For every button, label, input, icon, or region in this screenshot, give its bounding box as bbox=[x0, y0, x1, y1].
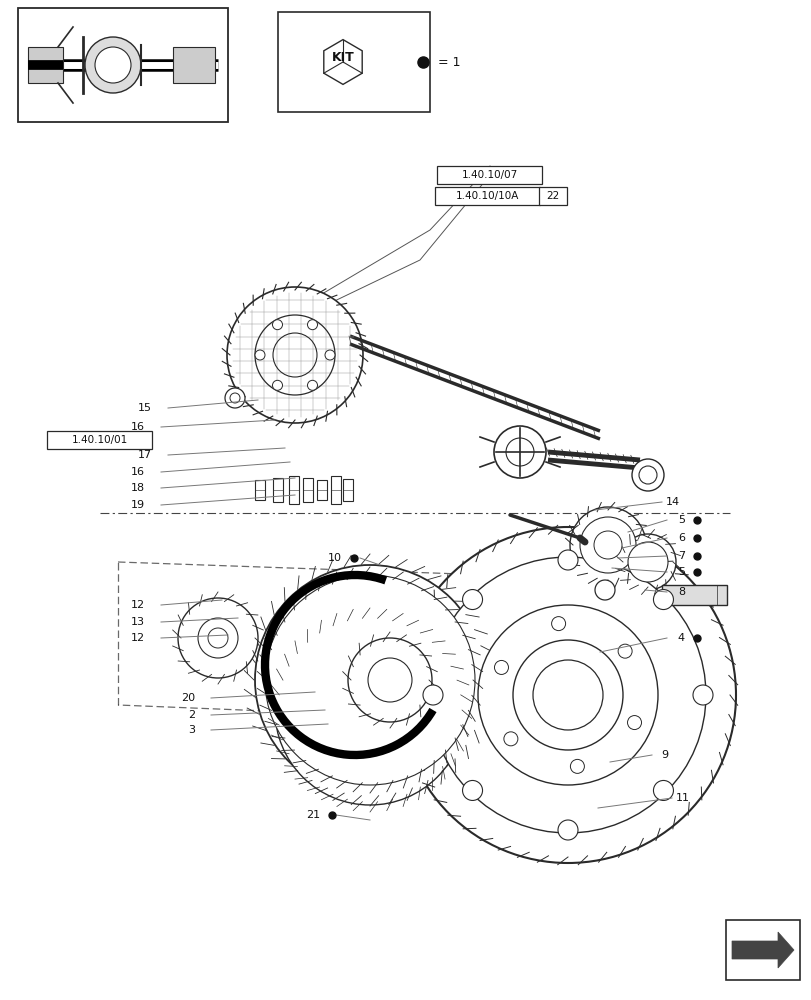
Circle shape bbox=[478, 605, 657, 785]
Bar bbox=[173, 47, 215, 83]
Bar bbox=[435, 187, 540, 205]
Circle shape bbox=[617, 644, 631, 658]
Text: 14: 14 bbox=[665, 497, 679, 507]
Circle shape bbox=[255, 565, 484, 795]
Circle shape bbox=[638, 466, 656, 484]
Text: 2: 2 bbox=[187, 710, 195, 720]
Circle shape bbox=[631, 459, 663, 491]
Circle shape bbox=[653, 780, 672, 800]
Circle shape bbox=[324, 350, 335, 360]
Bar bbox=[539, 187, 566, 205]
Circle shape bbox=[230, 393, 240, 403]
Bar bbox=[303, 478, 312, 502]
Text: 11: 11 bbox=[676, 793, 689, 803]
Text: 16: 16 bbox=[131, 422, 145, 432]
Circle shape bbox=[627, 542, 667, 582]
Text: 12: 12 bbox=[131, 600, 145, 610]
Text: 19: 19 bbox=[131, 500, 145, 510]
Circle shape bbox=[462, 780, 482, 800]
Circle shape bbox=[95, 47, 131, 83]
Bar bbox=[331, 476, 341, 504]
Text: 22: 22 bbox=[546, 191, 559, 201]
Text: = 1: = 1 bbox=[437, 56, 460, 69]
Text: 5: 5 bbox=[677, 515, 684, 525]
Circle shape bbox=[653, 590, 672, 610]
Circle shape bbox=[569, 507, 646, 583]
Polygon shape bbox=[731, 932, 793, 968]
Circle shape bbox=[208, 628, 228, 648]
Circle shape bbox=[557, 820, 577, 840]
Text: 20: 20 bbox=[181, 693, 195, 703]
Bar bbox=[277, 12, 430, 112]
Bar bbox=[342, 479, 353, 501]
Circle shape bbox=[493, 426, 545, 478]
Bar bbox=[316, 480, 327, 500]
Bar bbox=[18, 8, 228, 122]
Bar bbox=[47, 431, 152, 449]
Circle shape bbox=[264, 575, 474, 785]
Circle shape bbox=[504, 732, 517, 746]
Circle shape bbox=[551, 617, 565, 631]
Bar bbox=[255, 480, 264, 500]
Circle shape bbox=[423, 685, 443, 705]
Circle shape bbox=[367, 658, 411, 702]
Text: 12: 12 bbox=[131, 633, 145, 643]
Circle shape bbox=[594, 531, 621, 559]
Circle shape bbox=[557, 550, 577, 570]
Text: 8: 8 bbox=[677, 587, 684, 597]
Text: 16: 16 bbox=[131, 467, 145, 477]
Bar bbox=[661, 585, 716, 605]
Text: 1.40.10/01: 1.40.10/01 bbox=[72, 435, 128, 445]
Circle shape bbox=[513, 640, 622, 750]
Circle shape bbox=[255, 350, 264, 360]
Circle shape bbox=[307, 320, 317, 330]
Text: 3: 3 bbox=[188, 725, 195, 735]
Text: 1.40.10/10A: 1.40.10/10A bbox=[456, 191, 519, 201]
Circle shape bbox=[594, 580, 614, 600]
Circle shape bbox=[620, 534, 676, 590]
Text: 7: 7 bbox=[677, 551, 684, 561]
Bar bbox=[725, 920, 799, 980]
Circle shape bbox=[505, 438, 534, 466]
Circle shape bbox=[272, 320, 282, 330]
Circle shape bbox=[462, 590, 482, 610]
Circle shape bbox=[348, 638, 431, 722]
Text: KIT: KIT bbox=[331, 51, 354, 64]
Text: 21: 21 bbox=[306, 810, 320, 820]
Bar bbox=[437, 166, 542, 184]
Bar bbox=[272, 478, 283, 502]
Circle shape bbox=[178, 598, 258, 678]
Text: 10: 10 bbox=[328, 553, 341, 563]
Bar bbox=[28, 47, 63, 83]
Circle shape bbox=[198, 618, 238, 658]
Text: 5: 5 bbox=[677, 567, 684, 577]
Bar bbox=[661, 585, 726, 605]
Text: 9: 9 bbox=[660, 750, 667, 760]
Circle shape bbox=[400, 527, 735, 863]
Circle shape bbox=[494, 660, 508, 674]
Circle shape bbox=[225, 388, 245, 408]
Circle shape bbox=[532, 660, 603, 730]
Circle shape bbox=[307, 380, 317, 390]
Bar bbox=[289, 476, 298, 504]
Circle shape bbox=[692, 685, 712, 705]
Circle shape bbox=[579, 517, 635, 573]
Circle shape bbox=[272, 380, 282, 390]
Text: 1.40.10/07: 1.40.10/07 bbox=[461, 170, 517, 180]
Text: 15: 15 bbox=[138, 403, 152, 413]
Circle shape bbox=[627, 716, 641, 730]
Text: 18: 18 bbox=[131, 483, 145, 493]
Text: 6: 6 bbox=[677, 533, 684, 543]
Circle shape bbox=[227, 287, 363, 423]
Circle shape bbox=[430, 557, 705, 833]
Circle shape bbox=[85, 37, 141, 93]
Text: 17: 17 bbox=[138, 450, 152, 460]
Text: 13: 13 bbox=[131, 617, 145, 627]
Circle shape bbox=[569, 759, 584, 773]
Text: 4: 4 bbox=[677, 633, 684, 643]
Circle shape bbox=[275, 615, 465, 805]
Polygon shape bbox=[324, 40, 362, 84]
